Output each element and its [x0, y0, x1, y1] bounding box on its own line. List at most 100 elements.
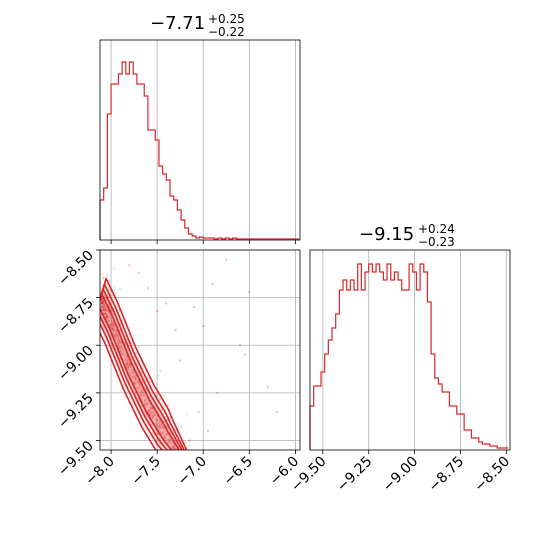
joint-sample-point [162, 425, 165, 428]
joint-sample-point [100, 301, 103, 304]
joint-sample-point [114, 333, 117, 336]
joint-sample-point [104, 305, 107, 308]
joint-tick-label: −6.5 [221, 454, 256, 489]
joint-sample-point [181, 460, 183, 462]
joint-sample-point [102, 276, 105, 279]
joint-sample-point [124, 358, 127, 361]
joint-sample-point [104, 312, 107, 315]
joint-sample-point [140, 391, 143, 394]
joint-sample-point [150, 407, 153, 410]
joint-sample-point [174, 456, 176, 458]
joint-sample-point [151, 414, 154, 417]
joint-contour-level [100, 283, 185, 450]
joint-sample-point [132, 369, 135, 373]
joint-outlier-point [206, 429, 210, 433]
joint-contour-level [100, 288, 183, 450]
joint-sample-point [107, 320, 111, 323]
joint-sample-point [131, 378, 134, 381]
joint-sample-point [152, 409, 155, 413]
x-marginal-panel: −7.71 +0.25 −0.22 [99, 12, 301, 244]
joint-sample-point [100, 301, 104, 305]
joint-sample-point [133, 382, 137, 385]
joint-sample-point [176, 452, 178, 454]
joint-outlier-point [188, 439, 191, 442]
joint-sample-point [110, 322, 113, 326]
joint-sample-point [117, 340, 120, 344]
joint-sample-point [100, 302, 103, 305]
joint-sample-point [131, 368, 134, 371]
joint-sample-point [110, 320, 113, 323]
joint-sample-point [106, 309, 109, 312]
x-marginal-ticks [110, 240, 296, 244]
joint-sample-point [168, 439, 171, 442]
joint-sample-point [147, 409, 150, 412]
joint-sample-point [158, 398, 162, 401]
joint-sample-point [106, 317, 109, 320]
joint-sample-point [109, 323, 112, 326]
joint-sample-point [167, 441, 170, 444]
joint-sample-point [126, 362, 129, 365]
joint-sample-point [118, 336, 121, 339]
joint-sample-point [159, 424, 162, 428]
joint-sample-point [173, 450, 175, 452]
joint-sample-point [180, 425, 183, 429]
joint-sample-point [188, 456, 190, 458]
joint-sample-point [127, 361, 130, 364]
joint-sample-point [117, 343, 120, 346]
joint-sample-point [148, 420, 151, 423]
joint-sample-point [115, 334, 118, 337]
joint-sample-point [104, 308, 107, 311]
joint-sample-point [101, 305, 104, 309]
joint-sample-point [159, 421, 162, 424]
joint-sample-point [139, 393, 142, 397]
joint-sample-point [113, 285, 116, 288]
joint-outlier-point [243, 353, 246, 356]
joint-sample-point [102, 310, 105, 313]
joint-sample-point [120, 352, 123, 355]
joint-sample-point [116, 333, 119, 336]
joint-sample-point [138, 346, 141, 349]
joint-sample-point [180, 458, 182, 460]
joint-y-tick-label: −8.75 [55, 295, 97, 337]
joint-sample-point [186, 459, 188, 461]
joint-sample-point [160, 423, 163, 427]
joint-sample-point [103, 306, 107, 309]
joint-sample-point [105, 315, 109, 318]
joint-sample-point [105, 315, 108, 319]
joint-sample-point [101, 305, 104, 308]
joint-sample-point [117, 342, 120, 345]
joint-sample-point [146, 403, 149, 406]
joint-sample-point [167, 404, 170, 407]
joint-sample-point [102, 326, 105, 329]
x-marginal-title: −7.71 [150, 13, 205, 34]
joint-sample-point [116, 335, 119, 338]
joint-sample-point [143, 399, 146, 402]
joint-sample-point [180, 460, 182, 462]
joint-sample-point [128, 368, 132, 371]
joint-contour-level [100, 293, 181, 450]
joint-sample-point [148, 408, 151, 411]
joint-sample-point [151, 411, 154, 414]
joint-sample-point [102, 301, 105, 304]
joint-sample-point [117, 339, 120, 342]
joint-contours [100, 277, 188, 450]
joint-sample-point [185, 459, 187, 461]
joint-sample-point [118, 339, 121, 343]
joint-sample-point [177, 456, 179, 458]
joint-sample-point [180, 452, 182, 454]
joint-sample-point [104, 309, 107, 312]
joint-sample-point [188, 444, 191, 447]
joint-sample-point [129, 364, 132, 367]
joint-sample-point [109, 325, 112, 328]
joint-sample-point [177, 462, 179, 464]
joint-sample-point [187, 447, 190, 450]
joint-sample-point [134, 377, 137, 380]
joint-sample-point [112, 268, 116, 271]
joint-sample-point [100, 298, 104, 302]
y-marginal-title-minus: −0.23 [418, 235, 455, 249]
joint-sample-point [147, 401, 150, 405]
joint-sample-point [127, 366, 130, 369]
joint-sample-point [186, 454, 188, 456]
joint-sample-point [110, 324, 113, 327]
joint-sample-point [145, 398, 148, 401]
